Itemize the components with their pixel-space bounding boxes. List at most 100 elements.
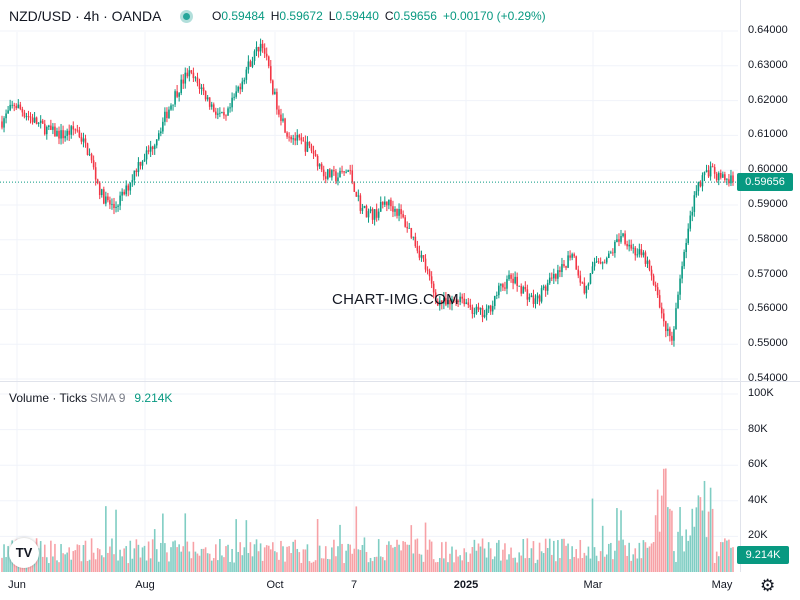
candle-body xyxy=(229,107,231,109)
candle-body xyxy=(363,205,366,208)
volume-bar xyxy=(54,543,56,572)
candle-body xyxy=(90,154,93,161)
candle-body xyxy=(697,182,700,192)
symbol-title[interactable]: NZD/USD · 4h · OANDA xyxy=(9,8,162,24)
candle-body xyxy=(571,254,573,258)
candle-body xyxy=(461,296,463,299)
volume-bar xyxy=(555,561,557,572)
candle-body xyxy=(119,195,121,206)
volume-bar xyxy=(642,540,645,572)
candle-body xyxy=(39,120,42,123)
volume-bar xyxy=(369,557,372,572)
volume-bar xyxy=(408,544,411,572)
volume-bar xyxy=(217,560,219,572)
volume-bar xyxy=(591,498,594,572)
volume-bar xyxy=(320,558,323,572)
volume-bar xyxy=(3,544,5,572)
candle-body xyxy=(583,282,586,294)
candle-body xyxy=(610,252,612,254)
candle-body xyxy=(404,217,406,227)
candle-body xyxy=(204,91,207,100)
candle-body xyxy=(269,66,272,81)
volume-bar xyxy=(302,549,305,572)
candle-body xyxy=(516,276,518,286)
volume-bar xyxy=(667,507,669,572)
volume-bar xyxy=(463,548,466,572)
candle-body xyxy=(278,109,280,115)
volume-bar xyxy=(599,551,602,572)
candle-body xyxy=(162,121,164,132)
price-tick-label: 0.64000 xyxy=(748,24,788,36)
candle-body xyxy=(636,254,639,256)
volume-bar xyxy=(662,468,665,572)
candle-body xyxy=(705,170,708,173)
candle-body xyxy=(25,116,28,118)
candle-body xyxy=(726,179,728,181)
volume-bar xyxy=(489,548,492,572)
candle-body xyxy=(261,43,264,49)
candle-body xyxy=(290,136,292,140)
volume-bar xyxy=(461,560,463,572)
volume-bar xyxy=(660,495,663,572)
candle-body xyxy=(306,141,309,152)
candle-body xyxy=(445,298,447,305)
candle-body xyxy=(3,118,5,128)
candle-body xyxy=(520,285,523,294)
volume-bar xyxy=(170,547,172,572)
volume-bar xyxy=(229,561,231,572)
price-tick-label: 0.56000 xyxy=(748,302,788,315)
candle-body xyxy=(603,262,606,264)
volume-bar xyxy=(157,561,160,572)
candle-body xyxy=(386,201,388,206)
volume-bar xyxy=(82,545,85,572)
candle-body xyxy=(320,164,323,170)
volume-bar xyxy=(286,546,288,572)
candle-body xyxy=(569,255,571,258)
volume-bar xyxy=(74,550,77,572)
candle-body xyxy=(235,91,237,97)
candle-body xyxy=(669,328,671,336)
pane-divider[interactable] xyxy=(0,381,800,382)
candle-body xyxy=(555,274,557,279)
volume-bar xyxy=(212,558,215,572)
candle-body xyxy=(371,209,374,220)
candle-body xyxy=(349,170,351,172)
candle-body xyxy=(121,191,123,196)
candle-body xyxy=(567,255,569,268)
candle-body xyxy=(19,104,22,109)
candle-body xyxy=(447,300,449,305)
volume-bar xyxy=(98,549,101,572)
candle-body xyxy=(1,121,3,128)
candle-body xyxy=(133,170,136,181)
time-tick-label: May xyxy=(711,579,733,591)
volume-bar xyxy=(422,561,425,572)
volume-legend[interactable]: Volume · Ticks SMA 9 9.214K xyxy=(9,391,172,405)
change-value: +0.00170 (+0.29%) xyxy=(442,9,546,23)
candle-body xyxy=(695,191,698,196)
candle-body xyxy=(408,228,411,229)
volume-bar xyxy=(235,519,237,572)
volume-bar xyxy=(628,542,630,572)
gear-icon[interactable]: ⚙ xyxy=(760,576,776,595)
volume-bar xyxy=(253,544,256,572)
candle-body xyxy=(225,115,227,117)
candle-body xyxy=(253,51,256,62)
volume-bar xyxy=(153,529,156,572)
volume-bar xyxy=(188,551,191,572)
tradingview-logo-icon[interactable]: TV xyxy=(9,538,39,568)
candle-body xyxy=(675,308,677,330)
volume-bar xyxy=(701,510,704,572)
candle-body xyxy=(473,313,476,315)
volume-bar xyxy=(231,548,233,572)
candle-body xyxy=(711,166,714,168)
volume-bar xyxy=(306,544,309,572)
volume-bar xyxy=(84,540,87,572)
volume-bar xyxy=(261,560,264,572)
candle-body xyxy=(457,300,459,302)
candle-body xyxy=(587,283,590,287)
volume-bar xyxy=(508,554,510,572)
volume-bar xyxy=(546,547,549,572)
volume-bar xyxy=(206,553,209,572)
volume-bar xyxy=(632,554,635,572)
